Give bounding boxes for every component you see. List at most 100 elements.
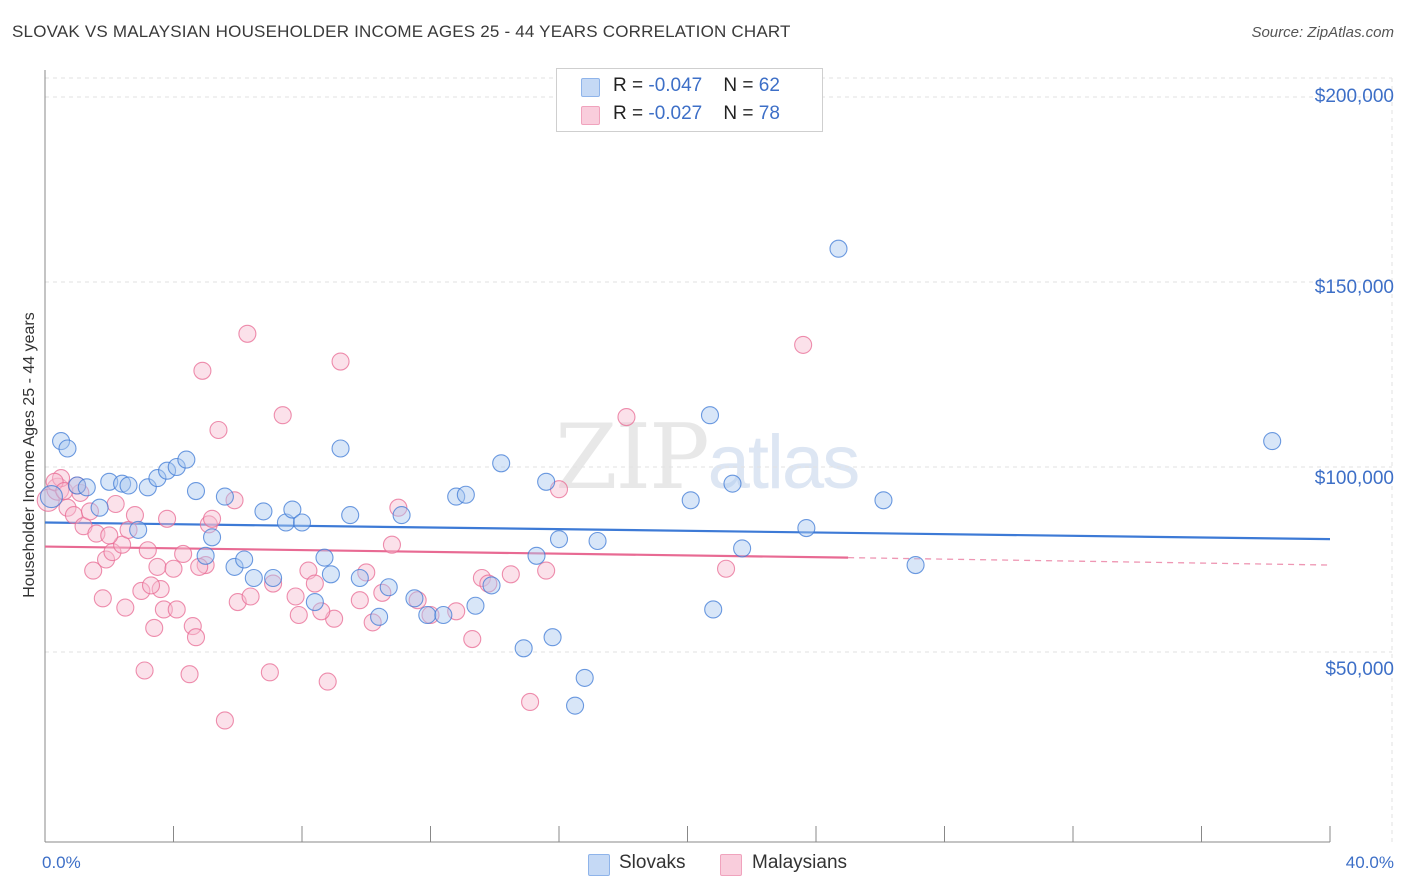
bottom-legend-label-slovaks: Slovaks <box>619 852 686 873</box>
data-point-slovaks <box>186 481 206 501</box>
source-label: Source: ZipAtlas.com <box>1251 24 1394 41</box>
y-tick-label-150000: $150,000 <box>1314 277 1394 298</box>
data-point-malaysians <box>794 335 813 354</box>
data-point-slovaks <box>167 457 186 477</box>
data-point-malaysians <box>273 406 292 425</box>
data-point-malaysians <box>154 600 173 619</box>
data-point-slovaks <box>392 506 411 525</box>
data-point-slovaks <box>549 530 569 549</box>
data-point-malaysians <box>264 574 283 593</box>
data-point-malaysians <box>318 672 337 691</box>
bottom-legend-swatch-slovaks <box>588 854 610 876</box>
data-point-slovaks <box>681 491 700 510</box>
data-point-malaysians <box>151 580 170 599</box>
data-point-slovaks <box>77 478 96 497</box>
data-point-malaysians <box>286 587 305 606</box>
legend-n-label: N = <box>723 75 759 96</box>
data-point-malaysians <box>716 559 736 578</box>
data-point-slovaks <box>723 474 742 493</box>
data-point-slovaks <box>225 557 244 576</box>
data-point-malaysians <box>145 618 164 638</box>
data-point-slovaks <box>537 472 556 491</box>
data-point-slovaks <box>1263 432 1282 451</box>
data-point-malaysians <box>116 598 135 617</box>
watermark-atlas: atlas <box>707 420 861 505</box>
data-point-slovaks <box>482 576 501 595</box>
data-point-slovaks <box>829 239 848 258</box>
data-point-malaysians <box>138 541 157 560</box>
bottom-legend-swatch-malaysians <box>720 854 742 876</box>
data-point-slovaks <box>350 568 369 588</box>
trend-line-malaysians <box>44 545 849 559</box>
data-point-malaysians <box>193 361 212 380</box>
chart-title: SLOVAK VS MALAYSIAN HOUSEHOLDER INCOME A… <box>12 22 791 41</box>
data-point-slovaks <box>341 506 360 525</box>
data-point-slovaks <box>39 485 63 509</box>
data-point-slovaks <box>321 565 340 584</box>
data-point-slovaks <box>315 548 334 567</box>
data-point-malaysians <box>80 502 100 521</box>
data-point-slovaks <box>418 605 437 625</box>
data-point-slovaks <box>543 628 562 647</box>
legend-swatch-malaysians <box>581 106 600 125</box>
data-point-malaysians <box>164 559 183 578</box>
data-point-slovaks <box>254 502 273 521</box>
data-point-slovaks <box>58 439 77 458</box>
data-point-slovaks <box>90 498 109 517</box>
trend-line-slovaks <box>44 521 1331 541</box>
legend-row-slovaks: R = -0.047 N = 62 <box>557 73 822 101</box>
legend-r-label: R = <box>613 103 649 124</box>
point-layer <box>36 239 1282 730</box>
data-point-slovaks <box>874 491 893 510</box>
data-point-slovaks <box>434 605 453 625</box>
data-point-slovaks <box>331 439 350 458</box>
data-point-slovaks <box>235 550 254 569</box>
data-point-slovaks <box>158 461 177 480</box>
data-point-malaysians <box>183 617 202 636</box>
data-point-slovaks <box>292 513 312 532</box>
data-point-malaysians <box>158 509 177 528</box>
data-point-slovaks <box>906 555 925 575</box>
data-point-slovaks <box>700 406 720 425</box>
data-point-malaysians <box>167 600 186 619</box>
data-point-malaysians <box>260 663 279 682</box>
data-point-slovaks <box>119 476 138 495</box>
data-point-slovaks <box>379 578 398 597</box>
data-point-slovaks <box>129 520 148 539</box>
data-point-malaysians <box>215 711 234 730</box>
data-point-malaysians <box>501 565 520 584</box>
data-point-malaysians <box>141 576 161 595</box>
data-point-malaysians <box>289 605 308 625</box>
data-point-slovaks <box>492 454 511 473</box>
data-point-slovaks <box>244 568 263 588</box>
legend-r-label: R = <box>613 75 649 96</box>
data-point-malaysians <box>190 557 209 576</box>
data-point-slovaks <box>456 485 475 504</box>
legend-n-value: 62 <box>758 75 780 96</box>
data-point-slovaks <box>797 518 816 538</box>
data-point-slovaks <box>704 600 723 619</box>
data-point-malaysians <box>84 561 103 580</box>
data-point-malaysians <box>180 665 199 684</box>
y-tick-label-100000: $100,000 <box>1314 468 1394 489</box>
data-point-slovaks <box>405 589 424 608</box>
data-point-malaysians <box>382 535 402 554</box>
x-tick-label-min: 0.0% <box>42 853 81 872</box>
legend-r-value: -0.027 <box>648 103 703 124</box>
axis-layer <box>44 70 1331 843</box>
trend-line-extension-malaysians <box>848 557 1331 566</box>
data-point-slovaks <box>264 568 283 588</box>
data-point-malaysians <box>312 602 331 621</box>
legend-r-value: -0.047 <box>648 75 703 96</box>
data-point-slovaks <box>283 500 302 519</box>
data-point-malaysians <box>186 628 206 647</box>
data-point-slovaks <box>138 478 157 497</box>
data-point-slovaks <box>527 546 546 565</box>
trend-layer <box>44 521 1331 566</box>
data-point-slovaks <box>215 487 234 506</box>
data-point-malaysians <box>225 491 244 510</box>
data-point-slovaks <box>52 432 71 451</box>
data-point-slovaks <box>733 539 752 558</box>
data-point-malaysians <box>125 506 144 525</box>
